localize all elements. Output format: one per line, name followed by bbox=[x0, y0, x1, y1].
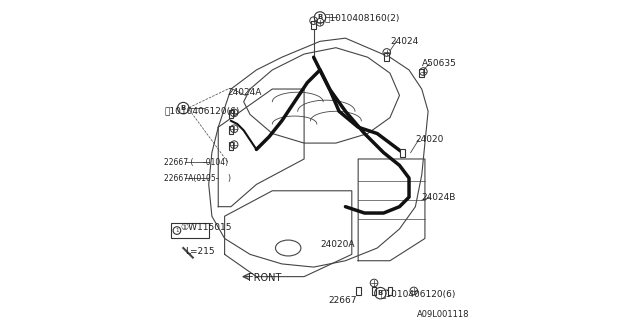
Text: 24024B: 24024B bbox=[422, 193, 456, 202]
FancyBboxPatch shape bbox=[311, 21, 316, 29]
Text: B: B bbox=[180, 105, 186, 111]
FancyBboxPatch shape bbox=[228, 110, 234, 118]
Text: 22667 (    -0104): 22667 ( -0104) bbox=[164, 158, 228, 167]
Text: 24020A: 24020A bbox=[320, 240, 355, 249]
FancyBboxPatch shape bbox=[400, 149, 405, 156]
FancyBboxPatch shape bbox=[388, 287, 392, 295]
Text: ⑀1010406120(6): ⑀1010406120(6) bbox=[380, 290, 456, 299]
FancyBboxPatch shape bbox=[419, 69, 424, 77]
FancyBboxPatch shape bbox=[356, 287, 360, 295]
Text: 22667A(0105-    ): 22667A(0105- ) bbox=[164, 173, 231, 182]
FancyBboxPatch shape bbox=[170, 223, 209, 238]
Text: L=215: L=215 bbox=[185, 247, 214, 256]
Text: 1: 1 bbox=[175, 228, 179, 233]
Text: A50635: A50635 bbox=[422, 59, 456, 68]
Text: ⑀1010408160(2): ⑀1010408160(2) bbox=[324, 13, 400, 22]
Text: ⑀1010406120(6): ⑀1010406120(6) bbox=[164, 107, 239, 116]
Text: ①W115015: ①W115015 bbox=[180, 223, 232, 232]
Text: 24020: 24020 bbox=[415, 135, 444, 144]
Text: 22667: 22667 bbox=[328, 296, 356, 305]
FancyBboxPatch shape bbox=[228, 142, 234, 150]
Text: FRONT: FRONT bbox=[248, 273, 282, 283]
FancyBboxPatch shape bbox=[228, 126, 234, 134]
Text: 24024A: 24024A bbox=[228, 88, 262, 97]
Text: A09L001118: A09L001118 bbox=[417, 310, 470, 319]
FancyBboxPatch shape bbox=[385, 53, 389, 61]
FancyBboxPatch shape bbox=[372, 287, 376, 295]
Text: B: B bbox=[378, 290, 383, 296]
Text: B: B bbox=[317, 14, 323, 20]
Text: 24024: 24024 bbox=[390, 37, 418, 46]
